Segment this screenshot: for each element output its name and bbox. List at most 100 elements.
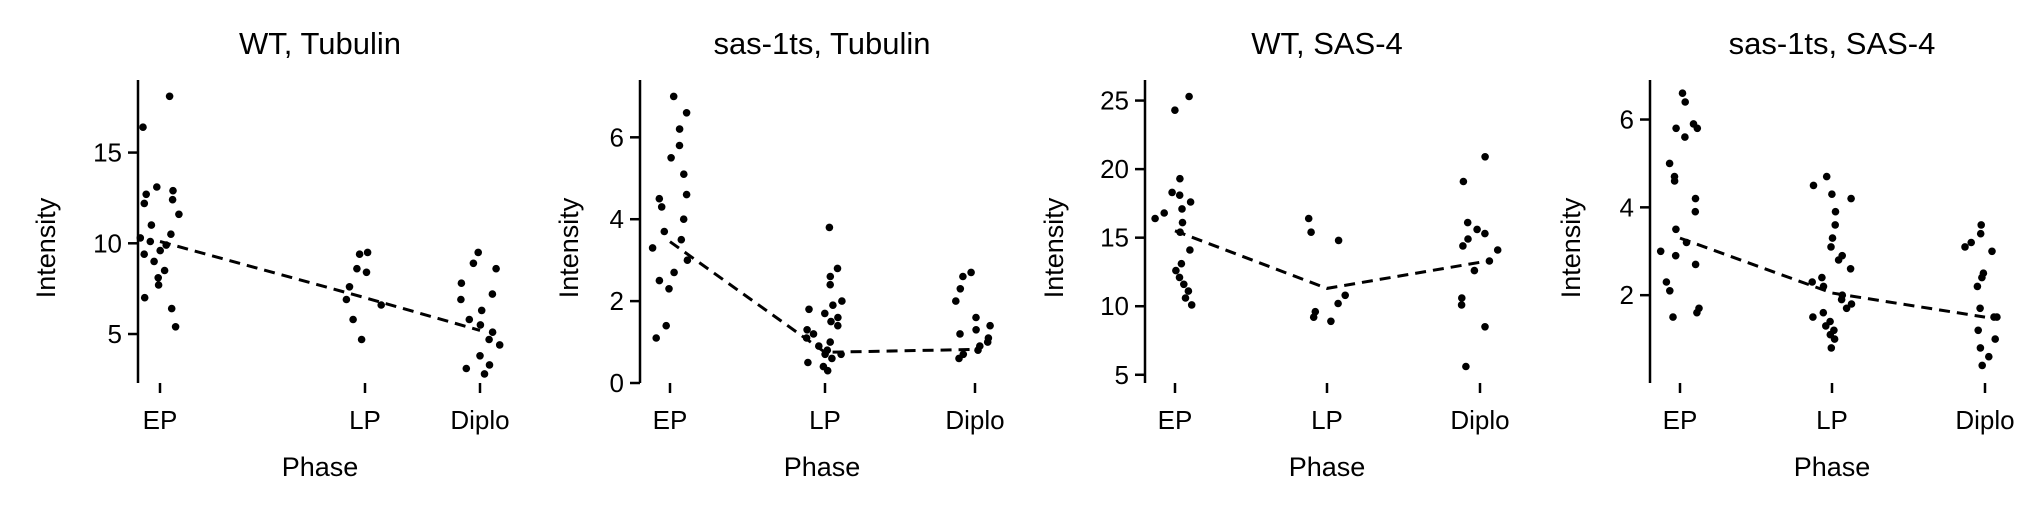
data-point [1304, 214, 1313, 223]
panel-title: WT, SAS-4 [1251, 26, 1403, 61]
data-point [1171, 106, 1179, 114]
data-point [1187, 301, 1196, 309]
data-point [1151, 214, 1159, 223]
data-point [1847, 300, 1856, 308]
data-point [657, 203, 666, 211]
panel-title: sas-1ts, Tubulin [713, 26, 930, 61]
data-point [682, 109, 691, 117]
data-point [974, 346, 982, 355]
data-point [1160, 209, 1168, 217]
data-point [972, 326, 980, 334]
data-point [377, 301, 386, 309]
data-point [1334, 299, 1342, 308]
data-point [1481, 229, 1489, 238]
data-point [139, 123, 147, 131]
data-point [342, 295, 351, 304]
x-axis-label: Phase [282, 452, 359, 482]
data-point [1990, 313, 1998, 321]
data-point [1666, 287, 1674, 295]
data-point [150, 257, 158, 266]
data-point [956, 330, 964, 338]
data-point [140, 250, 148, 258]
mean-trend-line [669, 240, 976, 354]
data-point [1988, 247, 1996, 256]
data-point [821, 309, 829, 318]
data-point [480, 370, 489, 378]
data-point [1175, 191, 1184, 199]
x-tick-label: EP [1663, 405, 1698, 435]
data-point [1809, 181, 1818, 190]
data-point [154, 281, 163, 289]
y-tick-label: 10 [93, 228, 122, 258]
y-tick-label: 25 [1100, 86, 1129, 116]
data-point [1976, 344, 1985, 352]
data-point [972, 313, 980, 322]
panel-sas1ts-sas4: sas-1ts, SAS-4 Phase Intensity 2 4 6 EP LP Di… [1556, 26, 2015, 482]
y-tick-label: 5 [108, 319, 122, 349]
data-point [1822, 322, 1830, 330]
data-point [1978, 361, 1986, 370]
data-point [1809, 313, 1817, 321]
y-tick-label: 2 [1620, 280, 1634, 310]
data-point [1459, 177, 1468, 186]
data-point [1481, 323, 1489, 331]
data-point [1672, 124, 1680, 133]
data-point [1828, 190, 1836, 198]
plot-area: 0 2 4 6 EP LP Diplo [610, 80, 1005, 435]
panel-wt-tubulin: WT, Tubulin Phase Intensity 5 10 15 EP LP Dip… [31, 26, 510, 482]
data-point [363, 248, 372, 257]
data-point [140, 199, 149, 208]
data-point [815, 342, 823, 350]
data-point [1985, 352, 1993, 361]
data-point [1831, 221, 1839, 229]
data-point [834, 321, 842, 330]
data-point [956, 285, 965, 293]
data-point [1691, 207, 1700, 216]
data-point [147, 221, 156, 229]
data-point [465, 315, 474, 324]
data-point [675, 125, 684, 133]
data-point [1670, 177, 1679, 185]
data-point [827, 317, 835, 326]
data-point [1976, 304, 1984, 313]
data-point [353, 264, 361, 273]
plot-area: 2 4 6 EP LP Diplo [1620, 80, 2015, 435]
y-axis-label: Intensity [31, 197, 61, 298]
data-point [955, 354, 963, 363]
data-point [1168, 188, 1176, 197]
data-point [805, 305, 813, 314]
data-point [1178, 205, 1186, 213]
data-point [160, 266, 169, 275]
data-point [1837, 295, 1846, 304]
data-point [1819, 282, 1828, 291]
data-point [1185, 92, 1193, 101]
data-point [146, 237, 155, 246]
data-point [169, 186, 177, 195]
x-tick-label: LP [349, 405, 381, 435]
data-point [1973, 282, 1982, 291]
data-point [1974, 326, 1982, 335]
data-point [1678, 89, 1687, 97]
data-point [675, 141, 684, 150]
data-point [167, 304, 176, 313]
data-point [469, 259, 478, 268]
data-point [655, 194, 664, 203]
data-point [1830, 335, 1839, 343]
data-point [655, 276, 664, 285]
data-point [682, 190, 691, 199]
data-point [1976, 229, 1985, 238]
y-axis-label: Intensity [1039, 197, 1069, 298]
data-point [1672, 225, 1680, 234]
x-axis-label: Phase [784, 452, 861, 482]
data-point [1485, 257, 1494, 265]
data-point [1184, 287, 1193, 295]
data-point [1176, 174, 1184, 183]
data-point [1819, 308, 1828, 317]
data-point [834, 313, 842, 322]
y-tick-label: 10 [1100, 291, 1129, 321]
data-point [1334, 236, 1343, 245]
data-point [1827, 243, 1835, 251]
y-tick-label: 2 [610, 286, 624, 316]
data-point [156, 246, 164, 255]
